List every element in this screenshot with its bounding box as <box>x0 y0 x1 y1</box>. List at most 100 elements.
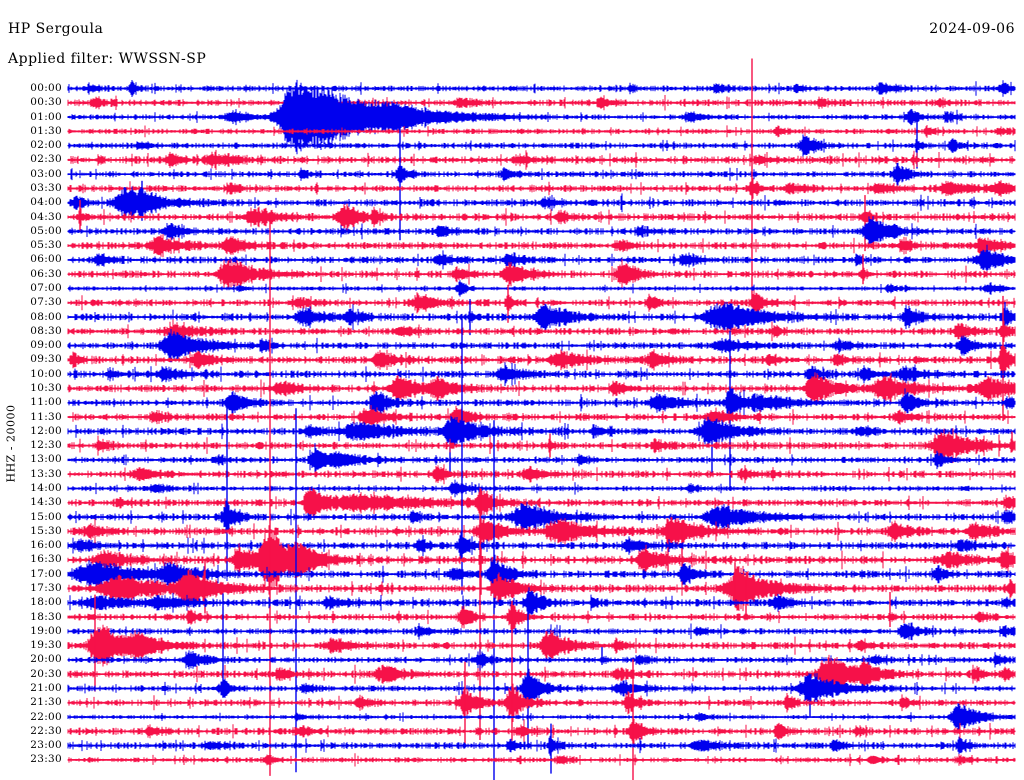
trace-waveform <box>67 624 1016 667</box>
time-label: 21:00 <box>30 681 62 694</box>
time-label: 10:00 <box>30 367 62 380</box>
trace-waveform <box>67 178 1016 199</box>
trace-waveform <box>67 203 1016 231</box>
time-label: 18:30 <box>30 610 62 623</box>
trace-waveform <box>67 259 1016 290</box>
time-label: 07:00 <box>30 281 62 294</box>
channel-scale-label: HHZ - 20000 <box>4 404 18 483</box>
time-label: 16:00 <box>30 539 62 552</box>
time-label: 04:00 <box>30 196 62 209</box>
time-label: 22:30 <box>30 724 62 737</box>
time-label: 16:30 <box>30 553 62 566</box>
time-label: 14:00 <box>30 481 62 494</box>
trace-waveform <box>67 234 1016 258</box>
trace-waveform <box>67 500 1016 534</box>
trace-waveform <box>67 525 1016 595</box>
time-label: 05:30 <box>30 239 62 252</box>
trace-waveform <box>67 301 1016 333</box>
date-label: 2024-09-06 <box>929 21 1015 37</box>
time-label: 22:00 <box>30 710 62 723</box>
time-label: 23:00 <box>30 739 62 752</box>
trace-waveform <box>67 162 1016 186</box>
time-label: 07:30 <box>30 296 62 309</box>
time-label: 15:00 <box>30 510 62 523</box>
time-label: 17:30 <box>30 581 62 594</box>
time-label: 14:30 <box>30 496 62 509</box>
time-label: 00:00 <box>30 82 62 94</box>
trace-waveform <box>67 428 1016 463</box>
trace-waveform <box>67 149 1016 170</box>
time-label: 08:00 <box>30 310 62 323</box>
trace-waveform <box>67 703 1016 731</box>
trace-waveform <box>67 372 1016 405</box>
trace-waveform <box>67 125 1016 138</box>
trace-waveform <box>67 735 1016 756</box>
time-label: 17:00 <box>30 567 62 580</box>
time-label: 05:00 <box>30 224 62 237</box>
trace-waveform <box>67 753 1016 767</box>
trace-waveform <box>67 134 1016 157</box>
trace-waveform <box>67 329 1016 363</box>
trace-waveform <box>67 487 1016 519</box>
time-label: 01:30 <box>30 124 62 137</box>
time-label: 21:30 <box>30 696 62 709</box>
time-label: 01:00 <box>30 110 62 123</box>
time-label: 12:30 <box>30 439 62 452</box>
time-label: 06:30 <box>30 267 62 280</box>
time-label: 08:30 <box>30 324 62 337</box>
time-label: 19:30 <box>30 639 62 652</box>
time-label: 12:00 <box>30 424 62 437</box>
trace-waveform <box>67 79 1016 155</box>
time-label: 11:30 <box>30 410 62 423</box>
trace-waveform <box>67 516 1016 546</box>
trace-waveform <box>67 319 1016 344</box>
trace-waveform <box>67 244 1016 276</box>
trace-waveform <box>67 604 1016 630</box>
time-label: 19:00 <box>30 624 62 637</box>
trace-waveform <box>67 280 1016 297</box>
trace-waveform <box>67 186 1016 219</box>
trace-waveform <box>67 95 1016 111</box>
trace-waveform <box>67 362 1016 386</box>
trace-waveform <box>67 216 1016 247</box>
trace-waveform <box>67 388 1016 418</box>
trace-waveform <box>67 587 1016 619</box>
time-label: 10:30 <box>30 381 62 394</box>
time-label: 00:30 <box>30 96 62 109</box>
trace-waveform <box>67 415 1016 447</box>
trace-waveform <box>67 649 1016 671</box>
trace-waveform <box>67 80 1016 97</box>
time-label: 09:00 <box>30 339 62 352</box>
trace-waveform <box>67 717 1016 746</box>
filter-label: Applied filter: WWSSN-SP <box>8 51 207 67</box>
station-title: HP Sergoula <box>8 21 104 37</box>
time-label: 20:00 <box>30 653 62 666</box>
trace-waveform <box>67 345 1016 374</box>
time-label: 06:00 <box>30 253 62 266</box>
trace-waveform <box>67 464 1016 485</box>
time-label: 09:30 <box>30 353 62 366</box>
trace-waveform <box>67 290 1016 316</box>
trace-waveform <box>67 531 1016 560</box>
trace-waveform <box>67 683 1016 723</box>
trace-waveform <box>67 443 1016 477</box>
trace-waveform <box>67 479 1016 498</box>
trace-waveform <box>67 622 1016 641</box>
time-label: 13:00 <box>30 453 62 466</box>
trace-waveform <box>67 668 1016 709</box>
trace-waveform <box>67 405 1016 429</box>
time-label: 23:30 <box>30 753 62 766</box>
time-label: 13:30 <box>30 467 62 480</box>
time-label: 04:30 <box>30 210 62 223</box>
time-label: 15:30 <box>30 524 62 537</box>
time-label: 18:00 <box>30 596 62 609</box>
time-label: 03:00 <box>30 167 62 180</box>
trace-waveform <box>67 565 1016 612</box>
trace-waveform <box>67 554 1016 594</box>
time-label: 02:30 <box>30 153 62 166</box>
time-label: 11:00 <box>30 396 62 409</box>
time-label: 20:30 <box>30 667 62 680</box>
time-label: 02:00 <box>30 139 62 152</box>
